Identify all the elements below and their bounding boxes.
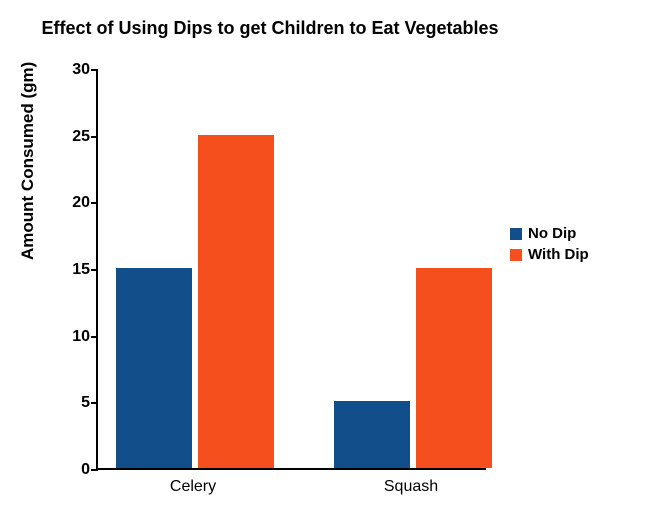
bar: [116, 268, 192, 468]
x-tick-label: Celery: [170, 478, 216, 496]
y-tick-mark: [91, 469, 98, 471]
chart-title: Effect of Using Dips to get Children to …: [0, 18, 540, 39]
legend-item: No Dip: [510, 225, 589, 242]
legend-swatch: [510, 228, 522, 240]
y-tick-label: 25: [60, 128, 90, 146]
y-tick-label: 10: [60, 328, 90, 346]
y-tick-label: 30: [60, 61, 90, 79]
y-axis-label: Amount Consumed (gm): [18, 62, 38, 260]
legend-label: No Dip: [528, 225, 576, 242]
x-tick-label: Squash: [384, 478, 438, 496]
legend-label: With Dip: [528, 246, 589, 263]
y-tick-mark: [91, 336, 98, 338]
y-tick-mark: [91, 402, 98, 404]
bar: [198, 135, 274, 468]
y-tick-mark: [91, 69, 98, 71]
bar: [334, 401, 410, 468]
y-tick-label: 15: [60, 261, 90, 279]
y-ticks: 051015202530: [56, 70, 96, 470]
legend-item: With Dip: [510, 246, 589, 263]
y-tick-label: 20: [60, 194, 90, 212]
chart-container: Effect of Using Dips to get Children to …: [0, 0, 650, 524]
y-tick-mark: [91, 269, 98, 271]
bar: [416, 268, 492, 468]
x-ticks: Celery Squash: [96, 472, 486, 502]
y-tick-mark: [91, 136, 98, 138]
legend: No Dip With Dip: [510, 225, 589, 267]
legend-swatch: [510, 249, 522, 261]
y-tick-label: 0: [60, 461, 90, 479]
y-tick-mark: [91, 202, 98, 204]
plot-area: [96, 70, 486, 470]
y-tick-label: 5: [60, 394, 90, 412]
